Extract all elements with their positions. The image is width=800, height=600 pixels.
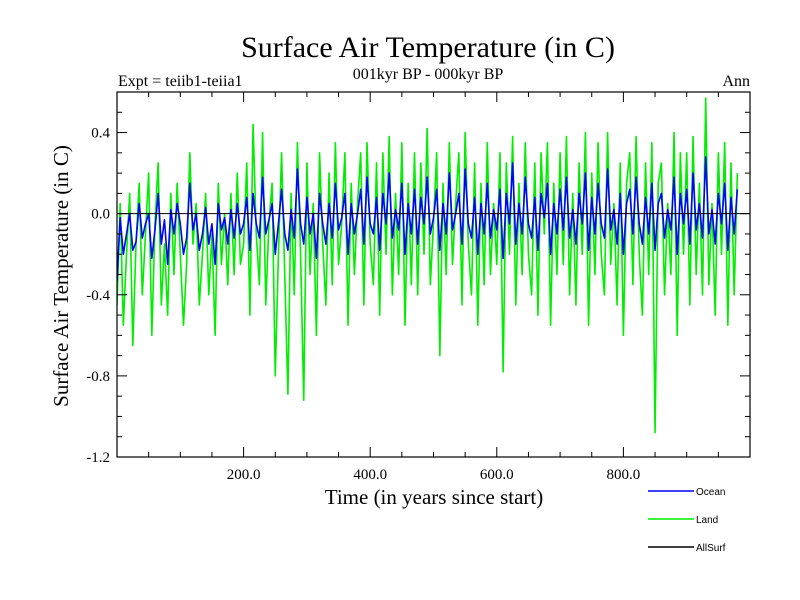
y-tick-label: 0.4 (91, 126, 110, 142)
x-tick-label: 600.0 (480, 467, 514, 483)
x-axis-ticks: 200.0 400.0 600.0 800.0 (148, 92, 719, 483)
chart-title: Surface Air Temperature (in C) (241, 31, 615, 64)
legend-label-land: Land (696, 515, 718, 526)
y-tick-label: 0.0 (91, 207, 110, 223)
y-tick-label: -0.8 (86, 369, 110, 385)
x-tick-label: 800.0 (607, 467, 641, 483)
legend: Ocean Land AllSurf (648, 487, 726, 554)
x-axis-label: Time (in years since start) (325, 485, 544, 509)
series-line-land (117, 97, 739, 434)
y-tick-label: -1.2 (86, 450, 110, 466)
x-tick-label: 200.0 (227, 467, 261, 483)
chart-subtitle: 001kyr BP - 000kyr BP (353, 66, 504, 83)
legend-label-ocean: Ocean (696, 487, 725, 498)
series-layer (117, 97, 739, 434)
y-axis-label: Surface Air Temperature (in C) (49, 145, 73, 407)
experiment-label: Expt = teiib1-teiia1 (118, 73, 243, 90)
y-tick-label: -0.4 (86, 288, 110, 304)
season-label: Ann (722, 73, 750, 90)
series-line-ocean (117, 156, 739, 281)
x-tick-label: 400.0 (353, 467, 387, 483)
legend-label-allsurf: AllSurf (696, 543, 726, 554)
y-axis-ticks: 0.4 0.0 -0.4 -0.8 -1.2 (86, 111, 750, 466)
